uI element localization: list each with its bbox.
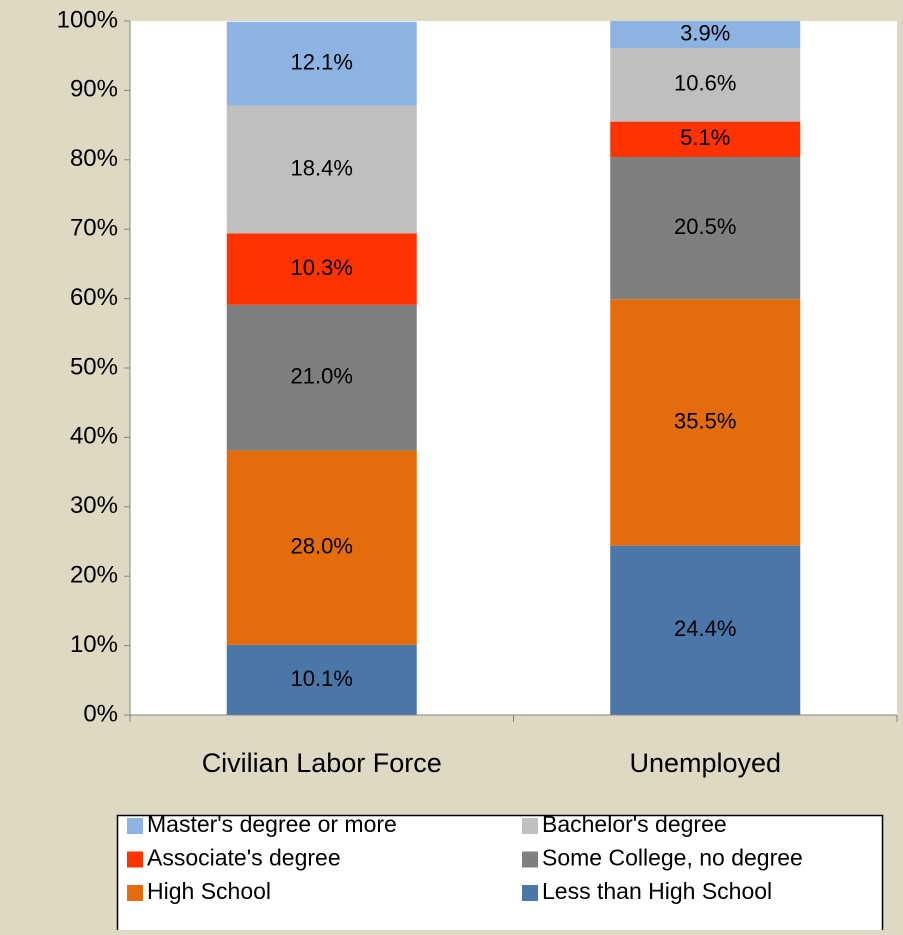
bar-segment — [610, 157, 801, 300]
y-tick-label: 60% — [70, 284, 118, 311]
bar-segment — [610, 48, 801, 122]
legend-label: High School — [147, 878, 271, 904]
value-label: 35.5% — [674, 408, 736, 433]
legend-swatch — [127, 818, 143, 834]
bar-segment — [226, 21, 417, 106]
value-label: 12.1% — [291, 49, 353, 74]
value-label: 28.0% — [291, 534, 353, 559]
legend-box — [116, 814, 884, 935]
legend-swatch — [522, 851, 538, 868]
y-tick-label: 70% — [70, 215, 118, 242]
value-label: 20.5% — [674, 214, 736, 239]
bar-segment — [610, 545, 801, 715]
bar-segment — [610, 299, 801, 546]
y-tick-label: 100% — [57, 6, 118, 33]
bar-segment — [610, 21, 801, 49]
bar-segment — [226, 233, 417, 305]
legend-label: Some College, no degree — [542, 845, 803, 871]
legend-swatch — [522, 818, 538, 834]
y-tick-label: 80% — [70, 145, 118, 172]
value-label: 10.1% — [291, 666, 353, 691]
legend-swatch — [522, 885, 538, 901]
value-label: 3.9% — [680, 20, 730, 45]
value-label: 18.4% — [291, 155, 353, 180]
x-tick-label: Civilian Labor Force — [202, 748, 442, 778]
legend-label: Bachelor's degree — [542, 811, 727, 837]
x-tick-label: Unemployed — [629, 748, 781, 778]
legend-label: Associate's degree — [147, 845, 341, 871]
bar-segment — [226, 450, 417, 645]
bar-segment — [226, 644, 417, 715]
y-tick-label: 90% — [70, 76, 118, 103]
y-tick-label: 0% — [83, 700, 118, 727]
y-tick-label: 30% — [70, 492, 118, 519]
value-label: 24.4% — [674, 616, 736, 641]
y-tick-label: 50% — [70, 353, 118, 380]
legend-swatch — [127, 851, 143, 868]
legend-label: Master's degree or more — [147, 811, 397, 837]
y-tick-label: 40% — [70, 423, 118, 450]
value-label: 21.0% — [291, 364, 353, 389]
value-label: 5.1% — [680, 125, 730, 150]
y-tick-label: 20% — [70, 562, 118, 589]
legend-label: Less than High School — [542, 878, 772, 904]
bar-segment — [226, 105, 417, 234]
bar-segment — [610, 121, 801, 158]
legend-swatch — [127, 885, 143, 901]
bar-segment — [226, 304, 417, 451]
value-label: 10.6% — [674, 71, 736, 96]
y-tick-label: 10% — [70, 631, 118, 658]
value-label: 10.3% — [291, 255, 353, 280]
